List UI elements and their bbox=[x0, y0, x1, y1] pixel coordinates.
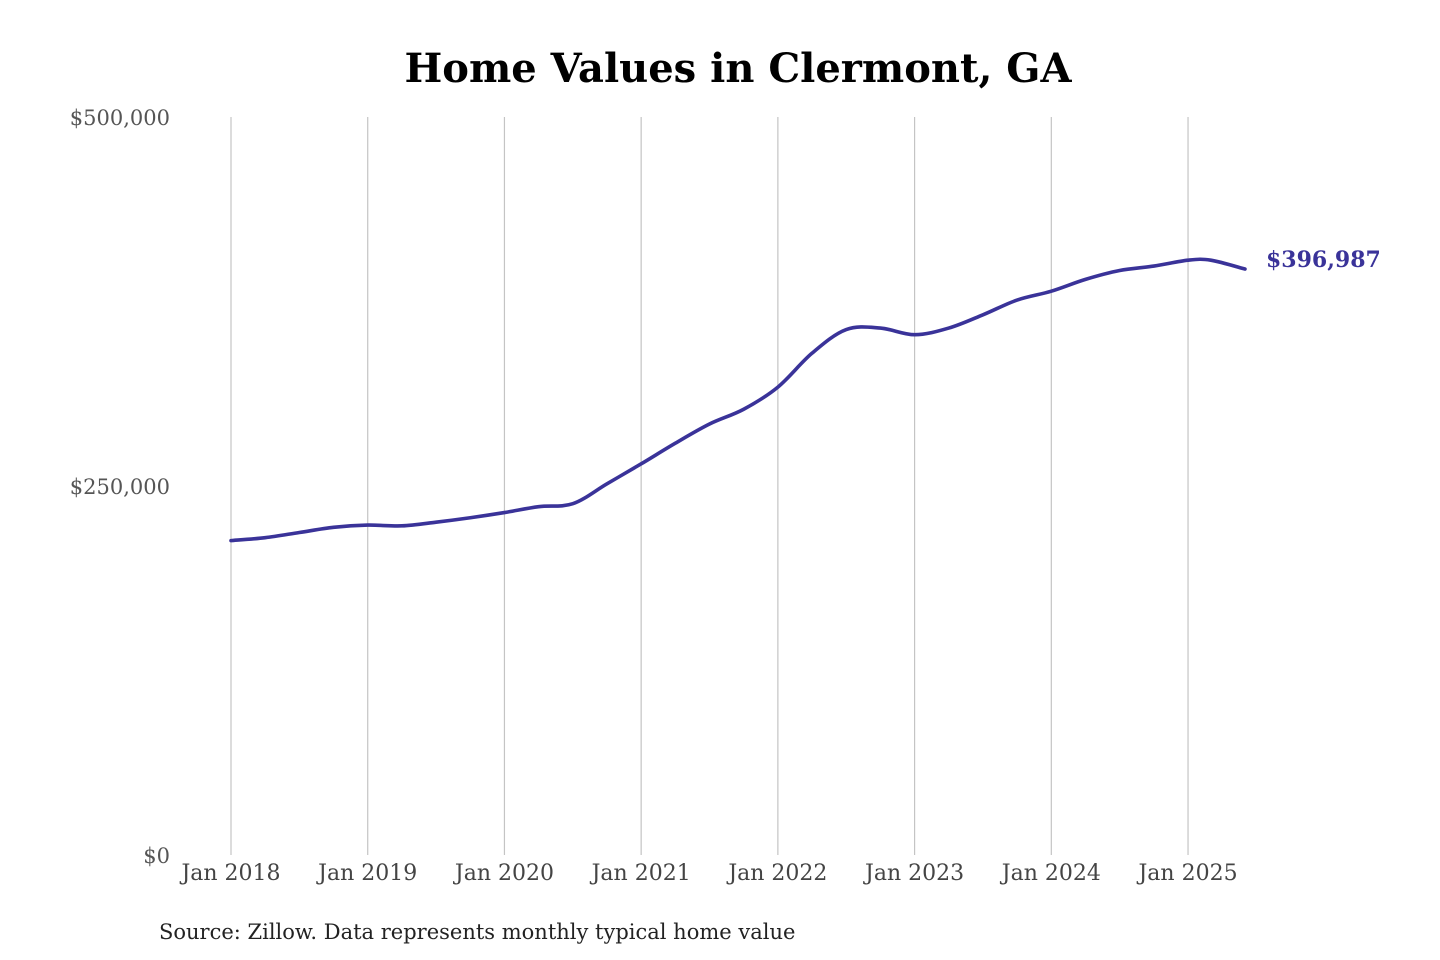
home-value-line bbox=[229, 257, 1247, 543]
chart-title: Home Values in Clermont, GA bbox=[405, 45, 1073, 92]
vertical-gridlines bbox=[230, 117, 1189, 855]
x-tick-label: Jan 2022 bbox=[726, 861, 827, 886]
x-tick-label: Jan 2023 bbox=[863, 861, 964, 886]
x-tick-label: Jan 2025 bbox=[1136, 861, 1237, 886]
source-note: Source: Zillow. Data represents monthly … bbox=[159, 920, 795, 944]
y-tick-label: $500,000 bbox=[70, 106, 170, 130]
x-tick-label: Jan 2024 bbox=[1000, 861, 1101, 886]
x-axis-tick-labels: Jan 2018 Jan 2019 Jan 2020 Jan 2021 Jan 2022… bbox=[179, 861, 1237, 886]
x-tick-label: Jan 2018 bbox=[179, 861, 280, 886]
y-tick-label: $250,000 bbox=[70, 475, 170, 499]
y-tick-label: $0 bbox=[143, 844, 170, 868]
y-axis-tick-labels: $0 $250,000 $500,000 bbox=[70, 106, 170, 868]
x-tick-label: Jan 2019 bbox=[316, 861, 417, 886]
x-tick-label: Jan 2021 bbox=[590, 861, 691, 886]
last-value-label: $396,987 bbox=[1266, 247, 1381, 273]
x-tick-label: Jan 2020 bbox=[453, 861, 554, 886]
series-layer bbox=[229, 257, 1247, 543]
